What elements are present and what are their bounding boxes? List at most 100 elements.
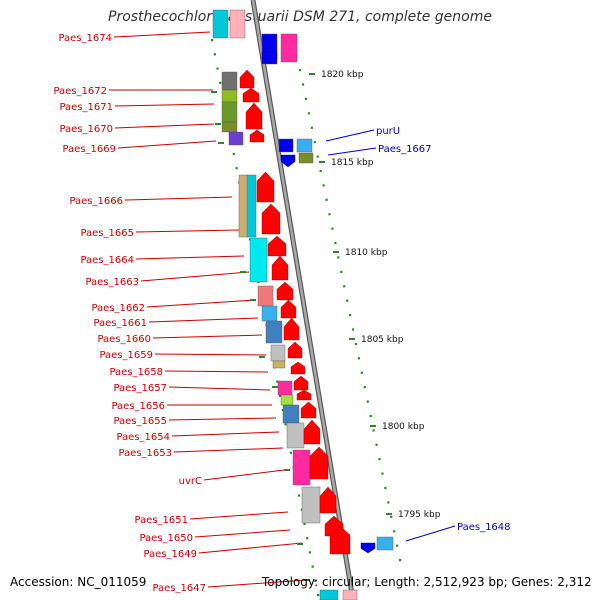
left-dotted-track	[306, 537, 309, 540]
gene-arrow-forward	[329, 525, 351, 555]
right-dotted-track	[384, 486, 387, 490]
gene-label-leader	[325, 129, 375, 142]
left-dotted-track	[303, 522, 306, 526]
scale-label-1820-kbp: 1820 kbp	[321, 70, 364, 80]
gene-label-leader	[168, 417, 277, 421]
gene-label-leader	[171, 431, 280, 437]
gene-label-leader	[327, 147, 377, 156]
gene-arrow-forward	[290, 361, 306, 375]
gene-label-leader	[203, 469, 285, 481]
gene-label-paes-1648[interactable]: Paes_1648	[457, 522, 511, 533]
right-dotted-track	[381, 472, 384, 475]
gene-arrow-forward	[239, 69, 255, 89]
left-dotted-track	[211, 39, 214, 42]
right-dotted-track	[331, 227, 334, 230]
right-dotted-track	[360, 371, 363, 374]
gene-label-leader	[154, 353, 267, 356]
gene-arrow-forward	[271, 255, 289, 281]
right-dotted-track	[399, 559, 402, 562]
gene-label-leader	[148, 317, 259, 323]
gene-label-paes-1651[interactable]: Paes_1651	[134, 515, 188, 526]
gene-label-leader	[207, 579, 307, 588]
gene-block	[272, 360, 286, 369]
gene-arrow-reverse	[261, 51, 278, 65]
gene-label-paes-1667[interactable]: Paes_1667	[378, 144, 432, 155]
gene-arrow-forward	[256, 171, 275, 203]
gene-label-paes-1658[interactable]: Paes_1658	[109, 367, 163, 378]
right-dotted-track	[349, 314, 352, 317]
gene-label-paes-1655[interactable]: Paes_1655	[113, 416, 167, 427]
gene-label-paes-1664[interactable]: Paes_1664	[80, 255, 134, 266]
gene-label-paes-1665[interactable]: Paes_1665	[80, 228, 134, 239]
gene-label-paes-1670[interactable]: Paes_1670	[59, 124, 113, 135]
left-dotted-track	[219, 81, 222, 84]
gene-block	[280, 394, 294, 406]
gene-label-leader	[173, 447, 284, 453]
gene-label-paes-1647[interactable]: Paes_1647	[152, 583, 206, 594]
scale-label-1805-kbp: 1805 kbp	[361, 335, 404, 345]
left-dotted-track	[232, 152, 235, 156]
gene-label-paes-1660[interactable]: Paes_1660	[97, 334, 151, 345]
gene-label-leader	[152, 334, 263, 339]
gene-block	[296, 138, 313, 153]
gene-arrow-forward	[300, 401, 317, 419]
gene-label-leader	[164, 370, 269, 373]
left-dotted-track	[235, 167, 238, 170]
gene-block	[270, 344, 286, 362]
gene-label-paes-1666[interactable]: Paes_1666	[69, 196, 123, 207]
right-dotted-track	[328, 213, 331, 216]
gene-label-leader	[140, 271, 250, 282]
gene-block	[292, 449, 311, 486]
gene-label-paes-1657[interactable]: Paes_1657	[113, 383, 167, 394]
gene-label-paes-1653[interactable]: Paes_1653	[118, 448, 172, 459]
gene-block	[246, 174, 257, 238]
right-dotted-track	[316, 155, 319, 158]
gene-label-uvrc[interactable]: uvrC	[179, 476, 202, 487]
right-dotted-track	[378, 458, 381, 461]
right-dotted-track	[304, 97, 308, 101]
gene-block	[319, 589, 339, 600]
gene-label-puru[interactable]: purU	[376, 126, 400, 137]
gene-block	[286, 422, 305, 449]
scale-label-1815-kbp: 1815 kbp	[331, 158, 374, 168]
gene-label-paes-1656[interactable]: Paes_1656	[111, 401, 165, 412]
genome-backbone-highlight	[251, 0, 355, 600]
gene-block	[249, 237, 268, 283]
gene-block	[277, 380, 293, 396]
gene-arrow-forward	[303, 419, 321, 445]
gene-arrow-forward	[249, 129, 265, 143]
left-dotted-track	[297, 494, 301, 497]
gene-label-paes-1663[interactable]: Paes_1663	[85, 277, 139, 288]
gene-arrow-forward	[309, 446, 329, 480]
gene-label-leader	[135, 229, 240, 233]
scale-label-1795-kbp: 1795 kbp	[398, 510, 441, 520]
gene-arrow-forward	[283, 317, 300, 341]
right-dotted-track	[354, 342, 358, 346]
right-dotted-track	[369, 414, 372, 418]
gene-label-paes-1672[interactable]: Paes_1672	[53, 86, 107, 97]
gene-label-paes-1659[interactable]: Paes_1659	[99, 350, 153, 361]
scale-label-1810-kbp: 1810 kbp	[345, 248, 388, 258]
gene-label-leader	[114, 103, 215, 107]
gene-label-paes-1661[interactable]: Paes_1661	[93, 318, 147, 329]
gene-block	[229, 9, 246, 39]
right-dotted-track	[299, 69, 302, 72]
gene-label-paes-1671[interactable]: Paes_1671	[59, 102, 113, 113]
right-dotted-track	[313, 141, 316, 144]
gene-label-paes-1669[interactable]: Paes_1669	[62, 144, 116, 155]
gene-label-paes-1649[interactable]: Paes_1649	[143, 549, 197, 560]
gene-block	[261, 305, 278, 322]
right-dotted-track	[375, 443, 378, 446]
gene-label-paes-1650[interactable]: Paes_1650	[139, 533, 193, 544]
gene-block	[238, 174, 249, 238]
gene-label-leader	[194, 529, 291, 538]
gene-label-paes-1674[interactable]: Paes_1674	[58, 33, 112, 44]
accession-label: Accession: NC_011059	[10, 575, 147, 589]
right-dotted-track	[390, 515, 393, 518]
right-dotted-track	[346, 299, 349, 302]
gene-block	[282, 404, 300, 424]
gene-label-leader	[117, 140, 217, 149]
gene-label-paes-1662[interactable]: Paes_1662	[91, 303, 145, 314]
gene-block	[265, 320, 283, 344]
gene-label-paes-1654[interactable]: Paes_1654	[116, 432, 170, 443]
